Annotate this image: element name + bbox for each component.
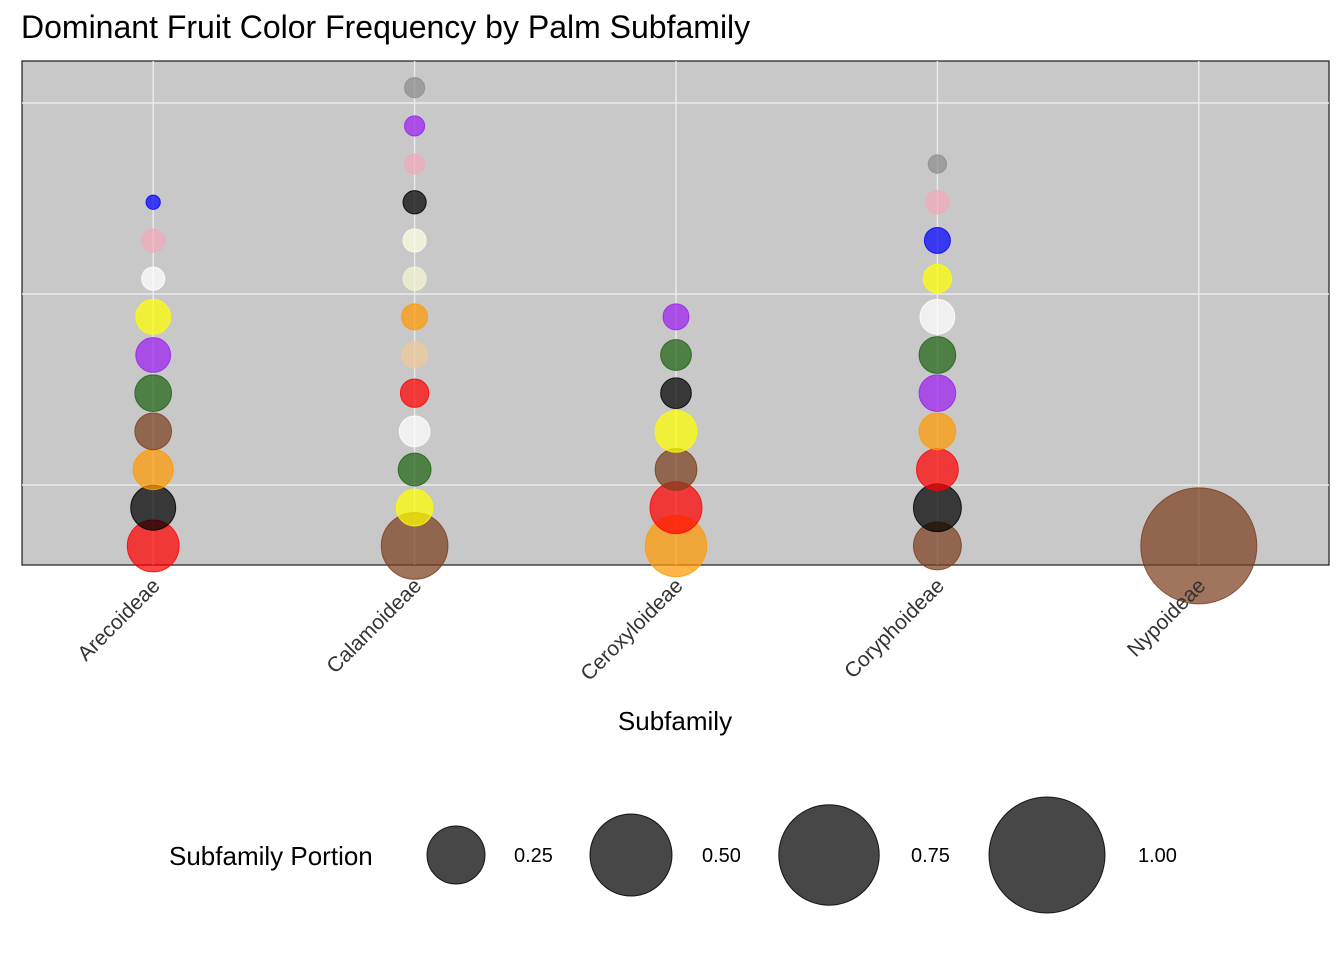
data-point xyxy=(395,488,434,527)
data-point xyxy=(134,374,173,413)
data-point xyxy=(141,266,166,291)
data-point xyxy=(402,190,427,215)
data-point xyxy=(401,303,429,331)
data-point xyxy=(404,153,426,175)
legend-label: 1.00 xyxy=(1138,845,1177,867)
x-tick-label: Calamoideae xyxy=(322,574,426,678)
data-point xyxy=(134,412,173,451)
data-point xyxy=(660,377,692,410)
legend-title: Subfamily Portion xyxy=(169,841,373,871)
data-point xyxy=(654,409,698,453)
data-point xyxy=(919,298,956,335)
data-point xyxy=(145,194,161,210)
chart-title: Dominant Fruit Color Frequency by Palm S… xyxy=(21,9,750,45)
data-point xyxy=(130,484,177,531)
data-point xyxy=(401,341,429,369)
data-point xyxy=(132,448,174,491)
x-tick-label: Coryphoideae xyxy=(840,574,949,683)
x-tick-label: Ceroxyloideae xyxy=(576,574,687,685)
data-point xyxy=(918,336,957,374)
data-point xyxy=(402,228,427,253)
data-point xyxy=(654,448,698,491)
data-point xyxy=(135,298,172,335)
legend-label: 0.25 xyxy=(514,845,553,867)
data-points xyxy=(126,77,1258,605)
legend-key xyxy=(988,796,1106,914)
data-point xyxy=(1140,487,1258,605)
data-point xyxy=(399,378,430,408)
data-point xyxy=(404,77,426,99)
data-point xyxy=(660,339,692,371)
x-axis-ticks: Arecoideae Calamoideae Ceroxyloideae Coryph… xyxy=(73,574,1210,685)
legend-key xyxy=(778,804,880,906)
data-point xyxy=(927,154,948,174)
size-legend: Subfamily Portion 0.25 0.50 0.75 1.00 xyxy=(169,796,1177,914)
data-point xyxy=(397,452,432,487)
x-tick-label: Arecoideae xyxy=(73,574,164,665)
x-axis-title: Subfamily xyxy=(618,706,732,736)
data-point xyxy=(135,337,172,373)
data-point xyxy=(915,448,959,491)
data-point xyxy=(404,115,426,137)
data-point xyxy=(918,412,957,451)
data-point xyxy=(141,228,166,253)
data-point xyxy=(922,263,953,294)
data-point xyxy=(662,303,690,331)
legend-key xyxy=(589,813,673,897)
data-point xyxy=(925,190,950,215)
data-point xyxy=(918,374,957,413)
legend-label: 0.50 xyxy=(702,845,741,867)
data-point xyxy=(912,483,962,533)
data-point xyxy=(402,266,427,291)
data-point xyxy=(923,226,951,254)
legend-key xyxy=(426,825,486,885)
legend-label: 0.75 xyxy=(911,845,950,867)
data-point xyxy=(398,415,431,448)
